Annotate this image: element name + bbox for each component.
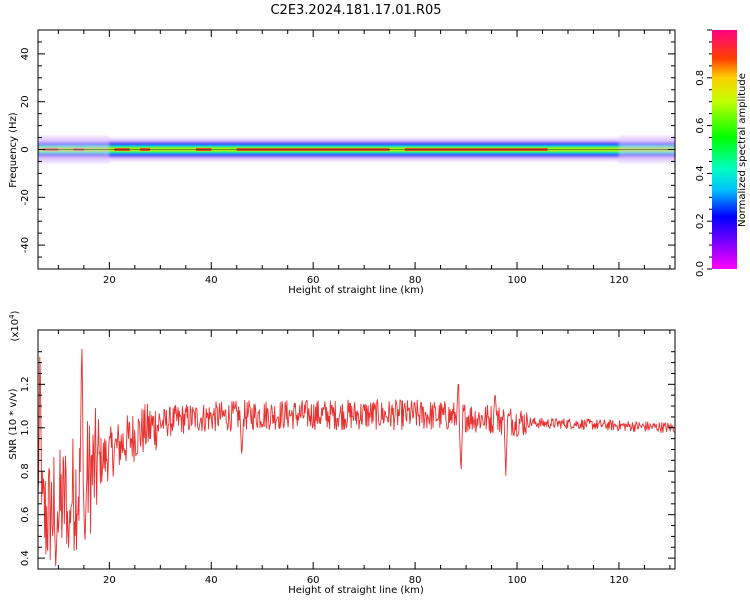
y-tick-label: 0.4	[20, 550, 31, 566]
spectrogram-x-axis: 20 40 60 80 100 120	[57, 30, 671, 286]
x-tick-label: 40	[205, 575, 218, 586]
y-tick-label: 1.2	[20, 376, 31, 392]
x-tick-label: 60	[307, 275, 320, 286]
x-tick-label: 60	[307, 575, 320, 586]
colorbar-tick-label: 0.6	[695, 118, 706, 134]
spectrogram-y-label: Frequency (Hz)	[8, 112, 19, 188]
colorbar-tick-label: 0.0	[695, 261, 706, 277]
x-tick-label: 20	[103, 575, 116, 586]
x-tick-label: 120	[609, 575, 628, 586]
y-tick-label: 0.6	[20, 507, 31, 523]
colorbar-tick-label: 0.2	[695, 213, 706, 229]
x-tick-label: 20	[103, 275, 116, 286]
spectrogram-heatmap	[38, 135, 675, 164]
snr-chart: 20 40 60 80 100 120 0.4 0.6 0.8 1.0 1.2 Height of…	[8, 310, 676, 596]
y-tick-label: 40	[20, 48, 31, 61]
colorbar-tick-label: 0.8	[695, 70, 706, 86]
spectrogram-y-axis: 40 20 0 -20 -40	[20, 29, 675, 270]
colorbar: 0.0 0.2 0.4 0.6 0.8 Normalized spectral ampl…	[695, 29, 748, 277]
spectrogram-chart: 20 40 60 80 100 120 40 20 0 -20 -40 Height of str…	[8, 29, 676, 296]
y-tick-label: 1.0	[20, 420, 31, 436]
x-tick-label: 100	[507, 575, 526, 586]
x-tick-label: 80	[409, 575, 422, 586]
snr-y-label: SNR (10 * v/v)	[8, 388, 19, 459]
snr-y-multiplier: (x104)	[8, 310, 21, 341]
x-tick-label: 120	[609, 275, 628, 286]
colorbar-ticks: 0.0 0.2 0.4 0.6 0.8	[695, 29, 712, 277]
colorbar-label: Normalized spectral amplitude	[737, 73, 748, 227]
colorbar-gradient	[712, 30, 737, 269]
y-tick-label: -40	[20, 237, 31, 253]
chart-title: C2E3.2024.181.17.01.R05	[270, 3, 441, 18]
colorbar-tick-label: 0.4	[695, 165, 706, 181]
y-tick-label: 0	[20, 146, 31, 152]
snr-x-axis: 20 40 60 80 100 120	[57, 330, 671, 586]
y-tick-label: 0.8	[20, 463, 31, 479]
x-tick-label: 40	[205, 275, 218, 286]
y-tick-label: -20	[20, 189, 31, 205]
snr-series-line	[38, 348, 675, 567]
x-tick-label: 80	[409, 275, 422, 286]
spectrogram-x-label: Height of straight line (km)	[288, 285, 424, 296]
x-tick-label: 100	[507, 275, 526, 286]
snr-y-axis: 0.4 0.6 0.8 1.0 1.2	[20, 351, 675, 570]
snr-x-label: Height of straight line (km)	[288, 585, 424, 596]
y-tick-label: 20	[20, 95, 31, 108]
